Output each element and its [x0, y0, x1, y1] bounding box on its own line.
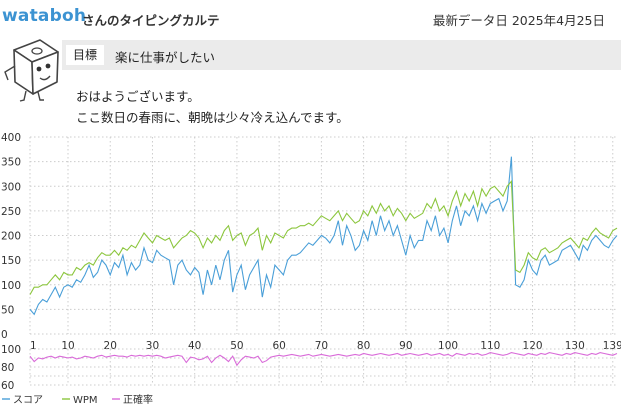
karte-title: さんのタイピングカルテ [82, 13, 220, 28]
main-xtick-1: 1 [30, 340, 37, 352]
goal-bar [62, 40, 621, 70]
mascot-left-leg [19, 90, 27, 102]
username-link[interactable]: wataboh [2, 6, 87, 26]
acc-ytick-60: 60 [1, 380, 14, 392]
main-ytick-200: 200 [1, 231, 21, 243]
mascot-top-mark [31, 47, 43, 55]
main-ytick-400: 400 [1, 132, 21, 144]
mascot-mouth [39, 75, 51, 81]
main-xtick-130: 130 [565, 340, 585, 352]
acc-ytick-100: 100 [1, 344, 21, 356]
mascot-cube-character-icon [4, 39, 59, 102]
series-line-accuracy [29, 352, 618, 367]
goal-text: 楽に仕事がしたい [115, 50, 216, 65]
mascot-right-leg [37, 91, 44, 101]
mascot-side-face [31, 51, 59, 95]
latest-data-date: 最新データ日 2025年4月25日 [432, 13, 605, 28]
main-ytick-250: 250 [1, 206, 21, 218]
main-ytick-100: 100 [1, 280, 21, 292]
main-ytick-300: 300 [1, 181, 21, 193]
goal-label: 目標 [66, 45, 104, 65]
main-ytick-350: 350 [1, 157, 21, 169]
mascot-left-eye [36, 66, 42, 72]
main-ytick-150: 150 [1, 255, 21, 267]
series-line-wpm [29, 179, 618, 295]
main-xtick-50: 50 [230, 340, 243, 352]
greeting-line-2: ここ数日の春雨に、朝晩は少々冷え込んでます。 [76, 110, 349, 125]
main-xtick-30: 30 [146, 340, 159, 352]
greeting-line-1: おはようございます。 [76, 89, 200, 104]
main-xtick-120: 120 [523, 340, 543, 352]
greeting-message: おはようございます。 ここ数日の春雨に、朝晩は少々冷え込んでます。 [76, 86, 349, 128]
main-xtick-139: 139 [603, 340, 621, 352]
acc-ytick-80: 80 [1, 362, 14, 374]
main-ytick-0: 0 [1, 329, 8, 341]
series-line-score [29, 156, 618, 316]
mascot-left-arm [4, 65, 16, 81]
main-ytick-50: 50 [1, 304, 14, 316]
legend-label-wpm: WPM [73, 395, 98, 406]
legend-label-accuracy: 正確率 [123, 393, 153, 406]
legend-label-score: スコア [13, 395, 43, 406]
mascot-right-eye [45, 63, 51, 69]
